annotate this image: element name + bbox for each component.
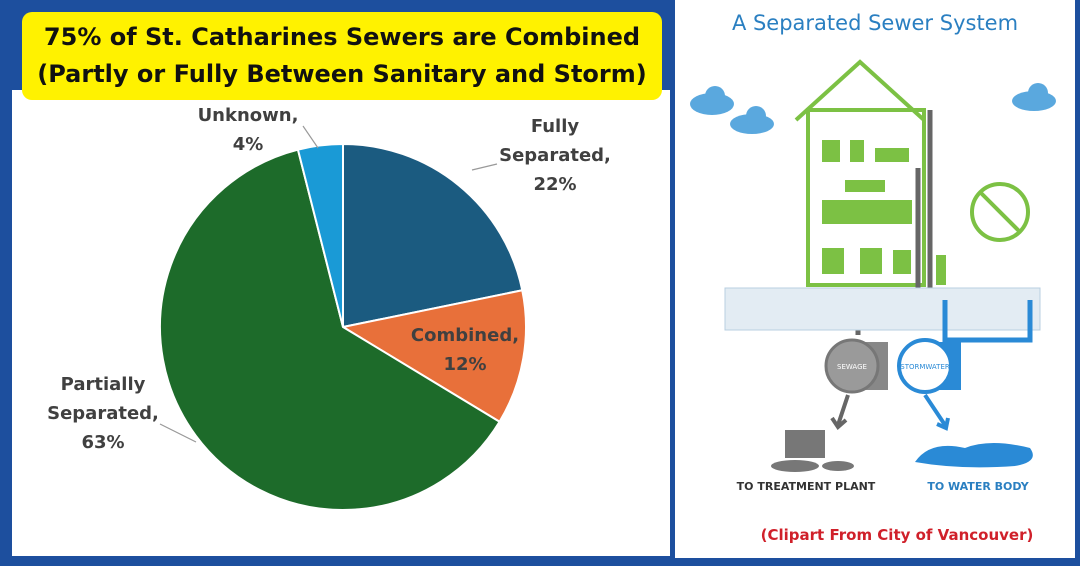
- storm-pipe: [942, 300, 1033, 343]
- category-label: Unknown,: [197, 105, 299, 126]
- pie: [159, 142, 527, 511]
- data-label: Combined, 12%: [405, 321, 525, 379]
- sewage-pipe-end: [824, 338, 880, 394]
- diagram-title: A Separated Sewer System: [732, 11, 1018, 35]
- destination-label: TO WATER BODY: [927, 480, 1029, 493]
- leader-line: [471, 163, 498, 171]
- category-label: Combined,: [410, 325, 520, 346]
- pipe-label: STORMWATER: [900, 363, 950, 371]
- treatment-plant: [771, 430, 854, 472]
- right-panel: [675, 0, 1075, 558]
- value-label: 12%: [443, 354, 487, 375]
- storm-pipe-end: [897, 338, 953, 394]
- no-car-slash: [978, 190, 1022, 234]
- no-car: [970, 182, 1030, 242]
- value-label: 4%: [232, 134, 264, 155]
- data-label: Fully Separated, 22%: [495, 112, 615, 199]
- pie-slice: [340, 289, 527, 424]
- ground: [724, 287, 1041, 331]
- chart-subtitle: (Partly or Fully Between Sanitary and St…: [37, 60, 647, 88]
- leader-line: [302, 125, 319, 149]
- chart-title: 75% of St. Catharines Sewers are Combine…: [43, 23, 641, 51]
- category-label: Fully Separated,: [499, 116, 611, 166]
- arrow: [830, 394, 850, 431]
- arrow: [923, 393, 950, 431]
- pie-slice: [159, 148, 501, 511]
- pie-slice: [296, 142, 344, 328]
- leader-line: [159, 423, 197, 443]
- water-body: [915, 443, 1033, 468]
- house: [794, 59, 926, 287]
- clouds: [690, 83, 1056, 134]
- credit: (Clipart From City of Vancouver): [761, 526, 1034, 544]
- leaders: [159, 125, 498, 443]
- fixtures: [822, 140, 946, 285]
- data-label: Unknown, 4%: [193, 101, 303, 159]
- value-label: 63%: [81, 432, 125, 453]
- destination-label: TO TREATMENT PLANT: [737, 480, 876, 493]
- category-label: Partially Separated,: [47, 374, 159, 424]
- pipe-label: SEWAGE: [837, 363, 867, 371]
- pie-slice: [342, 142, 524, 329]
- value-label: 22%: [533, 174, 577, 195]
- data-label: Partially Separated, 63%: [43, 370, 163, 457]
- title-box: 75% of St. Catharines Sewers are Combine…: [22, 12, 662, 100]
